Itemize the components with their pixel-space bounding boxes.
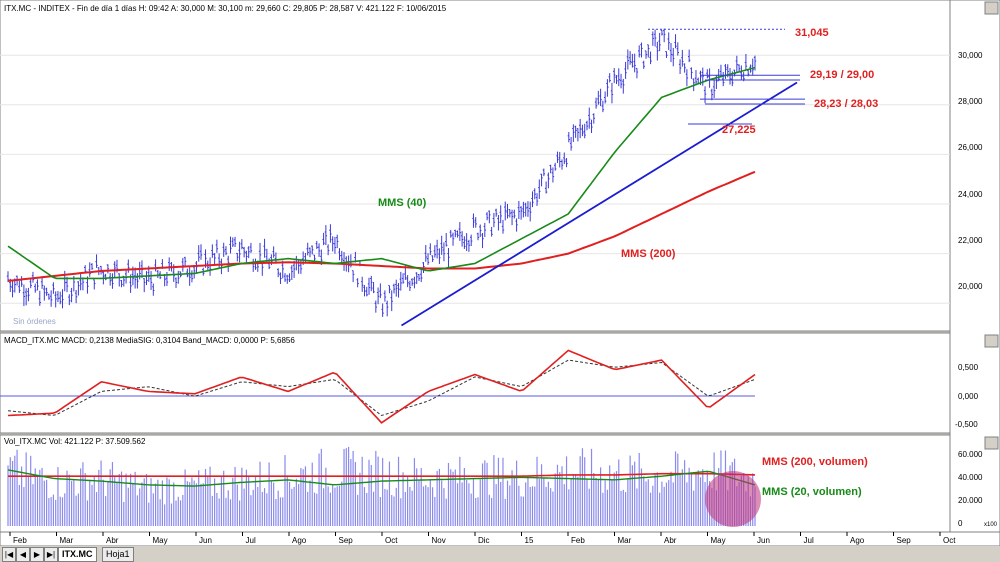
x-tick-label: 15: [525, 536, 534, 545]
price-tick: 30,000: [958, 51, 983, 60]
macd-panel: [0, 332, 951, 434]
tab-first-button[interactable]: |◀: [2, 547, 16, 562]
tab-last-button[interactable]: ▶|: [44, 547, 58, 562]
volume-mms200-line: [8, 472, 756, 477]
x-tick-label: Feb: [13, 536, 27, 545]
volume-tick: 20.000: [958, 496, 983, 505]
level-label-4: 27,225: [722, 124, 756, 136]
price-tick: 22,000: [958, 236, 983, 245]
scroll-up-button[interactable]: [984, 1, 999, 15]
x-tick-label: Ago: [850, 536, 865, 545]
x-tick-label: May: [711, 536, 726, 545]
grid: [0, 54, 950, 304]
trend-line: [401, 81, 798, 327]
volume-mms200-label: MMS (200, volumen): [762, 456, 868, 468]
mms200-label: MMS (200): [621, 248, 676, 260]
x-tick-label: Jun: [757, 536, 770, 545]
sheet-tab-bar: [0, 546, 1000, 562]
volume-tick: 40.000: [958, 473, 983, 482]
volume-mms20-line: [7, 469, 756, 487]
x-tick-label: Feb: [571, 536, 585, 545]
level-label-2: 29,19 / 29,00: [810, 69, 874, 81]
macd-tick: 0,500: [958, 363, 979, 372]
tab-next-button[interactable]: ▶: [30, 547, 44, 562]
volume-header: Vol_ITX.MC Vol: 421.122 P: 37.509.562: [4, 437, 146, 446]
x-tick-label: Mar: [618, 536, 632, 545]
x-tick-label: Ago: [292, 536, 307, 545]
level-label-3: 28,23 / 28,03: [814, 98, 878, 110]
scroll-up-button[interactable]: [984, 436, 999, 450]
x-tick-label: Abr: [106, 536, 119, 545]
volume-tick: 60.000: [958, 450, 983, 459]
tab-hoja1[interactable]: Hoja1: [102, 547, 134, 562]
support-resistance-levels: [648, 28, 805, 125]
x-tick-label: Oct: [943, 536, 956, 545]
x-tick-label: May: [153, 536, 168, 545]
price-tick: 26,000: [958, 143, 983, 152]
price-header: ITX.MC - INDITEX - Fin de día 1 días H: …: [4, 4, 447, 13]
price-tick: 20,000: [958, 282, 983, 291]
volume-mms20-label: MMS (20, volumen): [762, 486, 862, 498]
mms40-label: MMS (40): [378, 197, 427, 209]
x-tick-label: Nov: [432, 536, 446, 545]
mms200-line: [7, 170, 756, 282]
scroll-up-button[interactable]: [984, 334, 999, 348]
volume-tick: 0: [958, 519, 963, 528]
x-tick-label: Sep: [897, 536, 912, 545]
macd-tick: -0,500: [955, 420, 978, 429]
price-tick: 24,000: [958, 190, 983, 199]
x-tick-label: Mar: [60, 536, 74, 545]
x-tick-label: Jul: [246, 536, 256, 545]
x-tick-label: Oct: [385, 536, 398, 545]
x-tick-label: Sep: [339, 536, 354, 545]
x-tick-label: Jul: [804, 536, 814, 545]
volume-unit: x100: [984, 522, 998, 528]
level-label-1: 31,045: [795, 27, 829, 39]
x-tick-label: Dic: [478, 536, 490, 545]
x-tick-label: Abr: [664, 536, 677, 545]
price-tick: 28,000: [958, 97, 983, 106]
tab-itx[interactable]: ITX.MC: [58, 547, 97, 562]
tab-prev-button[interactable]: ◀: [16, 547, 30, 562]
x-tick-label: Jun: [199, 536, 212, 545]
macd-header: MACD_ITX.MC MACD: 0,2138 MediaSIG: 0,310…: [4, 336, 295, 345]
mms40-line: [7, 66, 756, 280]
watermark: Sin órdenes: [13, 317, 56, 326]
macd-line: [7, 349, 756, 424]
macd-tick: 0,000: [958, 392, 979, 401]
volume-highlight-circle: [705, 471, 761, 527]
